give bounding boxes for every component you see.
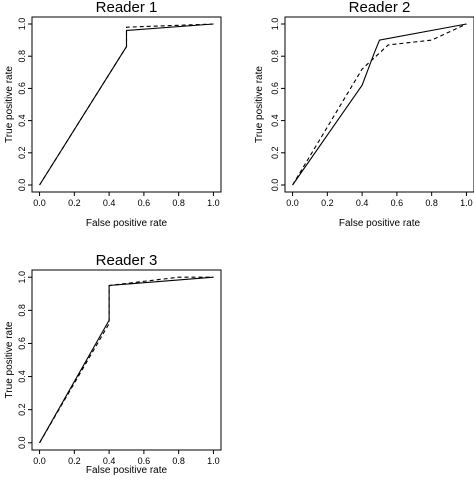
x-axis-label: False positive rate <box>339 218 421 229</box>
x-tick-label: 0.6 <box>138 456 151 466</box>
y-tick-label: 1.0 <box>17 271 27 284</box>
x-axis-label: False positive rate <box>86 465 168 476</box>
roc-curve-dashed <box>39 23 214 186</box>
plot-frame <box>284 16 474 193</box>
y-tick-label: 0.6 <box>270 82 280 95</box>
panel-title: Reader 1 <box>96 0 158 16</box>
roc-panel-reader-1: Reader 1 False positive rate True positi… <box>4 0 222 229</box>
y-tick-label: 0.0 <box>17 179 27 192</box>
x-tick-label: 0.0 <box>286 198 299 208</box>
y-axis-label: True positive rate <box>4 66 15 143</box>
roc-curve-solid <box>292 23 467 186</box>
y-tick-label: 0.4 <box>270 114 280 127</box>
y-tick-label: 0.2 <box>17 147 27 160</box>
y-tick-label: 0.8 <box>17 304 27 317</box>
x-tick-label: 0.8 <box>172 198 185 208</box>
y-tick-label: 0.8 <box>270 50 280 63</box>
x-tick-label: 1.0 <box>460 198 473 208</box>
x-tick-label: 0.6 <box>391 198 404 208</box>
roc-curve-dashed <box>39 276 214 444</box>
panel-title: Reader 3 <box>96 252 158 269</box>
roc-curve-solid <box>39 23 214 186</box>
x-tick-label: 1.0 <box>207 456 220 466</box>
x-axis-label: False positive rate <box>86 218 168 229</box>
roc-curve-solid <box>39 276 214 444</box>
y-tick-label: 0.6 <box>17 82 27 95</box>
y-tick-label: 0.0 <box>270 179 280 192</box>
y-tick-label: 0.6 <box>17 337 27 350</box>
roc-panel-reader-3: Reader 3 False positive rate True positi… <box>4 252 222 476</box>
roc-curve-dashed <box>292 23 467 186</box>
y-tick-label: 0.2 <box>270 147 280 160</box>
y-tick-label: 0.0 <box>17 437 27 450</box>
plot-frame <box>31 16 222 193</box>
plot-frame <box>31 269 222 451</box>
y-tick-label: 1.0 <box>17 18 27 31</box>
y-tick-label: 0.2 <box>17 403 27 416</box>
y-tick-label: 1.0 <box>270 18 280 31</box>
x-tick-label: 0.6 <box>138 198 151 208</box>
x-tick-label: 0.4 <box>103 198 116 208</box>
x-tick-label: 0.2 <box>321 198 334 208</box>
x-tick-label: 0.8 <box>172 456 185 466</box>
x-tick-label: 1.0 <box>207 198 220 208</box>
y-axis-label: True positive rate <box>4 321 15 398</box>
panel-title: Reader 2 <box>349 0 411 16</box>
y-tick-label: 0.4 <box>17 370 27 383</box>
x-tick-label: 0.8 <box>425 198 438 208</box>
y-tick-label: 0.8 <box>17 50 27 63</box>
y-tick-label: 0.4 <box>17 114 27 127</box>
y-axis-label: True positive rate <box>254 66 265 143</box>
x-tick-label: 0.0 <box>33 198 46 208</box>
x-tick-label: 0.4 <box>103 456 116 466</box>
x-tick-label: 0.0 <box>33 456 46 466</box>
x-tick-label: 0.2 <box>68 456 81 466</box>
x-tick-label: 0.4 <box>356 198 369 208</box>
x-tick-label: 0.2 <box>68 198 81 208</box>
roc-panel-reader-2: Reader 2 False positive rate True positi… <box>254 0 474 229</box>
